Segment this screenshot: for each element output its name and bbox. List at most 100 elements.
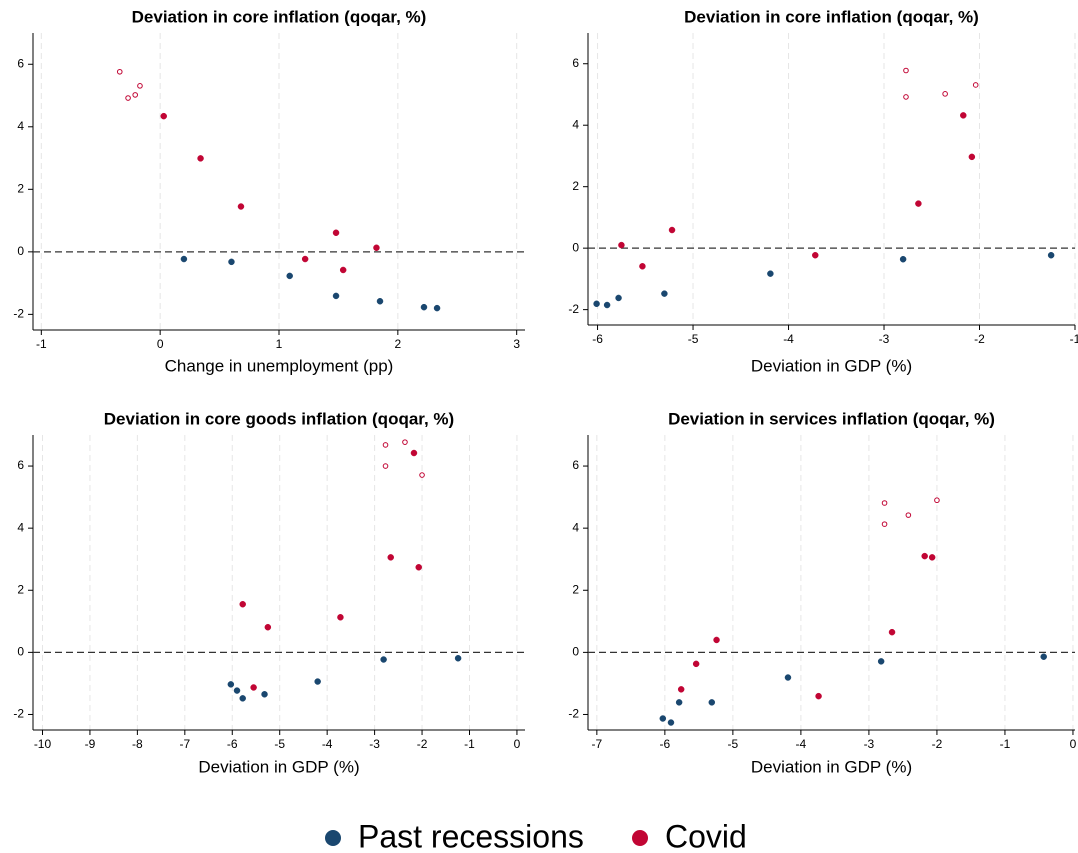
x-tick-label: -3	[879, 332, 890, 346]
y-tick-label: 4	[17, 119, 24, 133]
y-tick-label: 4	[572, 117, 579, 131]
x-tick-label: -1	[464, 737, 475, 751]
point	[180, 255, 188, 263]
y-tick-label: 2	[17, 582, 24, 596]
x-tick-label: 3	[513, 337, 520, 351]
point	[659, 715, 667, 722]
x-tick-label: -5	[688, 332, 699, 346]
open-point	[125, 95, 131, 101]
point	[639, 263, 646, 270]
point	[593, 300, 600, 308]
legend-label: Past recessions	[358, 818, 584, 853]
x-tick-label: -4	[322, 737, 333, 751]
point	[376, 297, 384, 305]
y-tick-label: -2	[568, 707, 579, 721]
point	[332, 292, 340, 300]
chart-title: Deviation in services inflation (qoqar, …	[668, 409, 995, 428]
point	[667, 719, 675, 726]
y-tick-label: 2	[572, 582, 579, 596]
point	[410, 449, 418, 457]
point	[877, 658, 885, 665]
x-tick-label: -8	[132, 737, 143, 751]
point	[815, 692, 822, 700]
x-tick-label: 2	[394, 337, 401, 351]
x-axis-label: Deviation in GDP (%)	[751, 757, 912, 776]
point	[708, 699, 716, 706]
point	[812, 251, 819, 259]
x-tick-label: -5	[274, 737, 285, 751]
y-tick-label: -2	[13, 307, 24, 321]
point	[603, 301, 611, 309]
point	[261, 691, 268, 698]
x-tick-label: -1	[1070, 332, 1078, 346]
y-tick-label: 6	[572, 458, 579, 472]
point	[767, 270, 774, 277]
open-point	[402, 439, 408, 445]
point	[250, 684, 257, 691]
point	[337, 614, 344, 621]
x-tick-label: -4	[783, 332, 794, 346]
x-tick-label: 0	[1070, 737, 1077, 751]
open-point	[934, 497, 940, 504]
point	[332, 229, 340, 237]
open-point	[942, 91, 948, 97]
x-tick-label: -9	[85, 737, 96, 751]
x-tick-label: -10	[34, 737, 52, 751]
legend-marker	[325, 830, 341, 846]
x-tick-label: -3	[864, 737, 875, 751]
point	[286, 272, 293, 280]
point	[677, 686, 685, 693]
x-tick-label: -7	[179, 737, 190, 751]
x-tick-label: 0	[514, 737, 521, 751]
point	[713, 636, 720, 644]
point	[692, 660, 700, 668]
x-tick-label: -2	[974, 332, 985, 346]
open-point	[881, 500, 888, 506]
point	[160, 112, 167, 120]
point	[899, 255, 907, 263]
point	[968, 153, 976, 161]
point	[233, 687, 241, 694]
y-tick-label: 0	[572, 240, 579, 254]
x-tick-label: -1	[36, 337, 47, 351]
x-axis-label: Deviation in GDP (%)	[751, 356, 912, 375]
open-point	[116, 68, 123, 75]
open-point	[903, 94, 909, 100]
open-point	[903, 67, 909, 74]
y-tick-label: 4	[17, 520, 24, 534]
open-point	[419, 472, 425, 478]
point	[433, 304, 441, 312]
point	[239, 600, 246, 608]
y-tick-label: 2	[17, 181, 24, 195]
point	[264, 623, 272, 631]
point	[675, 699, 683, 706]
x-tick-label: -7	[592, 737, 603, 751]
point	[415, 564, 422, 571]
y-tick-label: -2	[568, 302, 579, 316]
point	[1047, 251, 1055, 259]
point	[420, 303, 428, 311]
point	[784, 674, 792, 681]
point	[915, 200, 922, 207]
point	[239, 695, 246, 702]
point	[237, 203, 245, 210]
x-tick-label: -6	[592, 332, 603, 346]
point	[339, 266, 347, 274]
point	[380, 656, 387, 663]
point	[301, 255, 309, 263]
y-tick-label: 2	[572, 179, 579, 193]
x-tick-label: 0	[157, 337, 164, 351]
x-tick-label: -4	[796, 737, 807, 751]
open-point	[137, 83, 143, 89]
y-tick-label: 6	[17, 56, 24, 70]
chart-title: Deviation in core goods inflation (qoqar…	[104, 409, 454, 428]
point	[960, 112, 967, 119]
point	[314, 678, 321, 685]
point	[618, 241, 625, 249]
open-point	[905, 512, 912, 518]
x-tick-label: -5	[728, 737, 739, 751]
x-axis-label: Change in unemployment (pp)	[165, 356, 394, 375]
point	[661, 290, 668, 297]
y-tick-label: 6	[17, 458, 24, 472]
